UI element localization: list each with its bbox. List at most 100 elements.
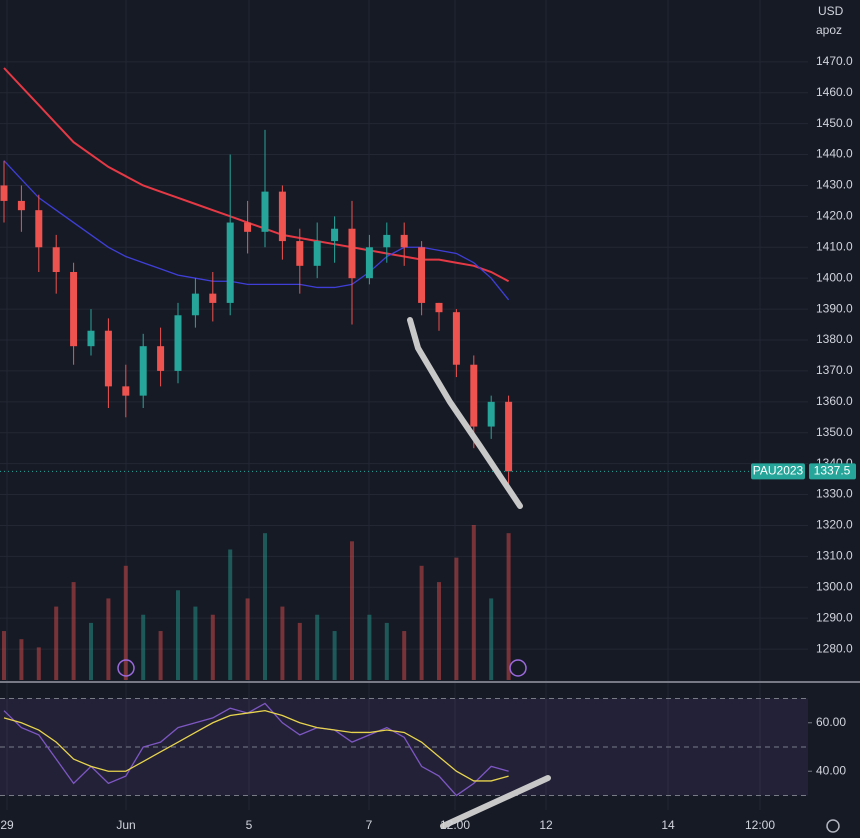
volume-bar [384,622,389,680]
y-tick-label: 1410.0 [816,239,853,253]
candle-body [174,315,182,371]
volume-bar [2,631,6,680]
volume-bar [367,614,372,680]
candle-body [278,191,286,242]
y-tick-label: 1450.0 [816,116,853,130]
volume-bar [402,631,407,680]
volume-bar [141,614,146,680]
candle-body [383,234,391,248]
candle-body [52,247,60,272]
y-tick-label: 1390.0 [816,301,853,315]
candle-body [348,228,356,279]
volume-bar [228,549,233,680]
indicator-label[interactable]: apoz [816,23,842,37]
y-tick-label: 1420.0 [816,209,853,223]
volume-bar [54,606,59,680]
volume-bar [245,598,250,680]
volume-bar [471,525,476,680]
symbol-box [751,463,805,480]
price-layer [0,67,808,489]
x-tick-label: 12 [539,818,553,832]
volume-bar [89,622,93,680]
candle-body [470,364,478,427]
candle-body [17,200,25,211]
x-tick-label: 29 [0,818,14,832]
candle-body [313,241,321,266]
rsi-line [3,702,509,797]
volume-bar [280,606,285,680]
rsi-band [0,698,808,796]
y-tick-label: 1310.0 [816,549,853,563]
currency[interactable]: USD [818,4,844,18]
x-tick-label: 7 [366,818,373,832]
y-tick-label: 1440.0 [816,147,853,161]
candle-body [244,222,252,232]
event-icon[interactable] [509,659,527,677]
x-tick-label: 12:00 [440,818,470,832]
y-tick-label: 1430.0 [816,178,853,192]
candle-body [35,210,43,248]
volume-bar [350,541,354,680]
y-tick-label: 1400.0 [816,270,853,284]
volume-bar [19,639,24,680]
candle-body [418,247,426,303]
y-tick-label: 1320.0 [816,518,853,532]
volume-bar [193,606,198,680]
volume-bar [36,647,41,680]
volume-bar [315,614,320,680]
rsi-tick-label: 40.00 [816,763,846,777]
y-tick-label: 1280.0 [816,641,853,655]
y-tick-label: 1470.0 [816,54,853,68]
trend-drawing [440,775,551,829]
y-tick-label: 1330.0 [816,487,853,501]
volume-bar [506,533,511,680]
rsi-layer [0,698,812,797]
candle-body [70,272,78,347]
rsi-signal [3,709,509,782]
volume-bar [263,533,267,680]
candle-body [157,346,165,371]
volume-bar [106,598,111,680]
volume-bar [437,582,441,680]
candle-body [122,386,130,396]
candle-body [104,330,112,387]
candle-body [400,234,408,248]
event-icon[interactable] [117,659,135,677]
y-tick-label: 1370.0 [816,363,853,377]
volume-bar [332,631,337,680]
volume-bar [489,598,494,680]
volume-bar [454,557,459,680]
volume-bar [210,614,215,680]
volume-bar [158,631,163,680]
candle-body [226,222,234,303]
y-tick-label: 1300.0 [816,579,853,593]
settings-icon[interactable] [826,819,840,833]
candle-body [365,247,373,279]
volume-bar [71,582,76,680]
candle-body [296,241,304,266]
candle-body [452,312,460,365]
volume-bar [123,565,128,680]
x-tick-label: 14 [661,818,675,832]
candle-body [505,401,513,472]
volume-bar [419,565,424,680]
x-tick-label: Jun [116,818,135,832]
candle-body [435,302,443,313]
price-label: 1337.5 [814,464,851,478]
symbol-label: PAU2023 [753,464,804,478]
price-box [809,463,856,480]
candle-body [209,293,217,303]
volume-bar [176,590,180,680]
x-tick-label: 5 [246,818,253,832]
candle-body [331,228,339,242]
axes: 1280.01290.01300.01310.01320.01330.01340… [0,54,856,832]
x-tick-label: 12:00 [745,818,775,832]
volume-bar [297,622,302,680]
rsi-tick-label: 60.00 [816,715,846,729]
candle-body [139,346,147,396]
volume-layer [2,525,511,680]
y-tick-label: 1350.0 [816,425,853,439]
